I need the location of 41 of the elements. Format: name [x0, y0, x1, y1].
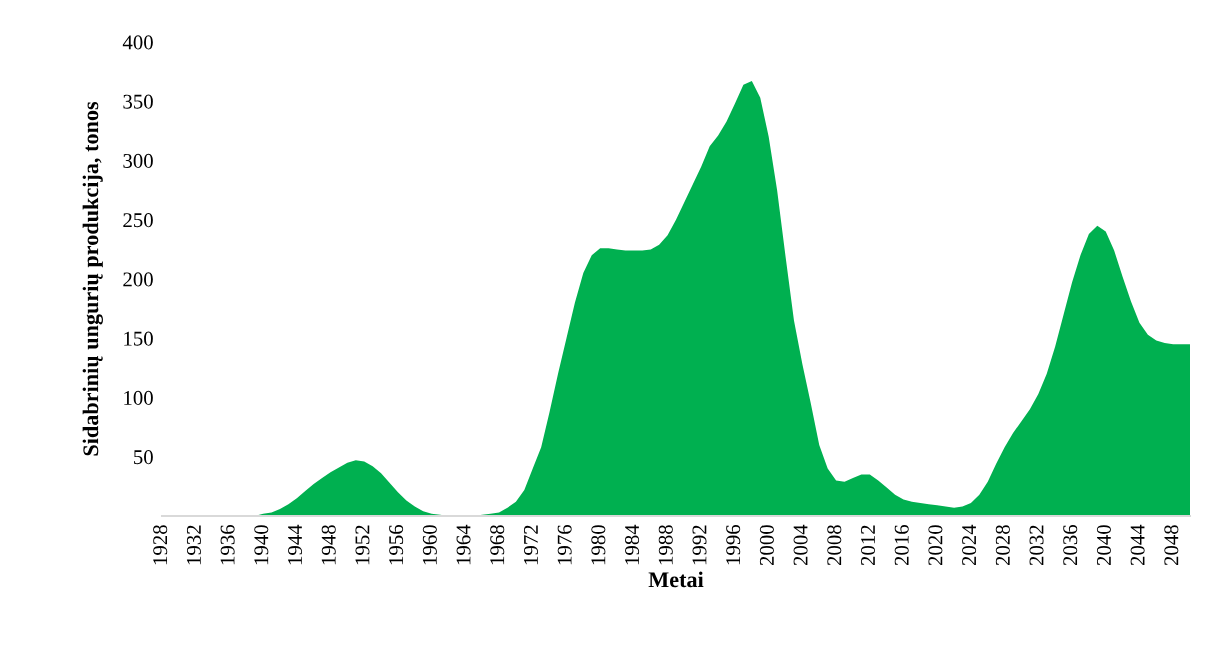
y-tick-label: 350: [123, 94, 153, 109]
x-tick-label: 1944: [288, 524, 303, 565]
x-tick-label: 1940: [254, 525, 269, 565]
y-axis-title: Sidabrinių ungurių produkcija, tonos: [82, 101, 103, 456]
y-tick-label: 150: [124, 331, 153, 346]
x-tick-label: 1988: [658, 525, 673, 565]
x-axis-title: Metai: [648, 571, 704, 588]
y-tick-label: 100: [124, 390, 153, 405]
x-tick-label: 1932: [186, 525, 201, 565]
x-tick-label: 2048: [1164, 525, 1179, 566]
y-tick-label: 50: [134, 450, 153, 465]
x-tick-label: 1952: [355, 525, 370, 565]
x-tick-label: 1964: [456, 524, 471, 565]
y-tick-label: 200: [123, 272, 153, 287]
x-tick-label: 1948: [321, 525, 336, 565]
x-tick-label: 1968: [490, 525, 505, 565]
x-tick-label: 1980: [591, 525, 606, 565]
x-tick-label: 2012: [860, 525, 876, 566]
x-tick-label: 2000: [759, 525, 774, 566]
x-tick-label: 2036: [1063, 524, 1078, 566]
x-tick-label: 2044: [1130, 524, 1145, 566]
x-tick-label: 2040: [1096, 525, 1111, 566]
x-tick-label: 2008: [827, 525, 842, 566]
x-tick-label: 1992: [692, 525, 707, 565]
x-tick-label: 2028: [995, 525, 1010, 566]
x-tick-label: 2032: [1029, 525, 1044, 566]
y-tick-label: 400: [122, 35, 153, 50]
y-tick-label: 250: [123, 213, 153, 228]
x-tick-label: 2020: [928, 525, 943, 566]
x-tick-label: 1936: [220, 524, 235, 565]
x-tick-label: 2016: [894, 524, 909, 566]
x-tick-label: 1972: [523, 525, 538, 565]
y-tick-label: 300: [123, 153, 153, 168]
x-tick-label: 2004: [793, 524, 808, 566]
x-tick-label: 1984: [625, 524, 640, 565]
x-tick-label: 1928: [153, 525, 168, 565]
x-tick-label: 1960: [422, 525, 437, 565]
x-tick-label: 2024: [962, 524, 977, 566]
x-tick-label: 1956: [389, 524, 404, 565]
x-tick-label: 1996: [726, 524, 741, 565]
x-tick-label: 1976: [557, 524, 572, 565]
